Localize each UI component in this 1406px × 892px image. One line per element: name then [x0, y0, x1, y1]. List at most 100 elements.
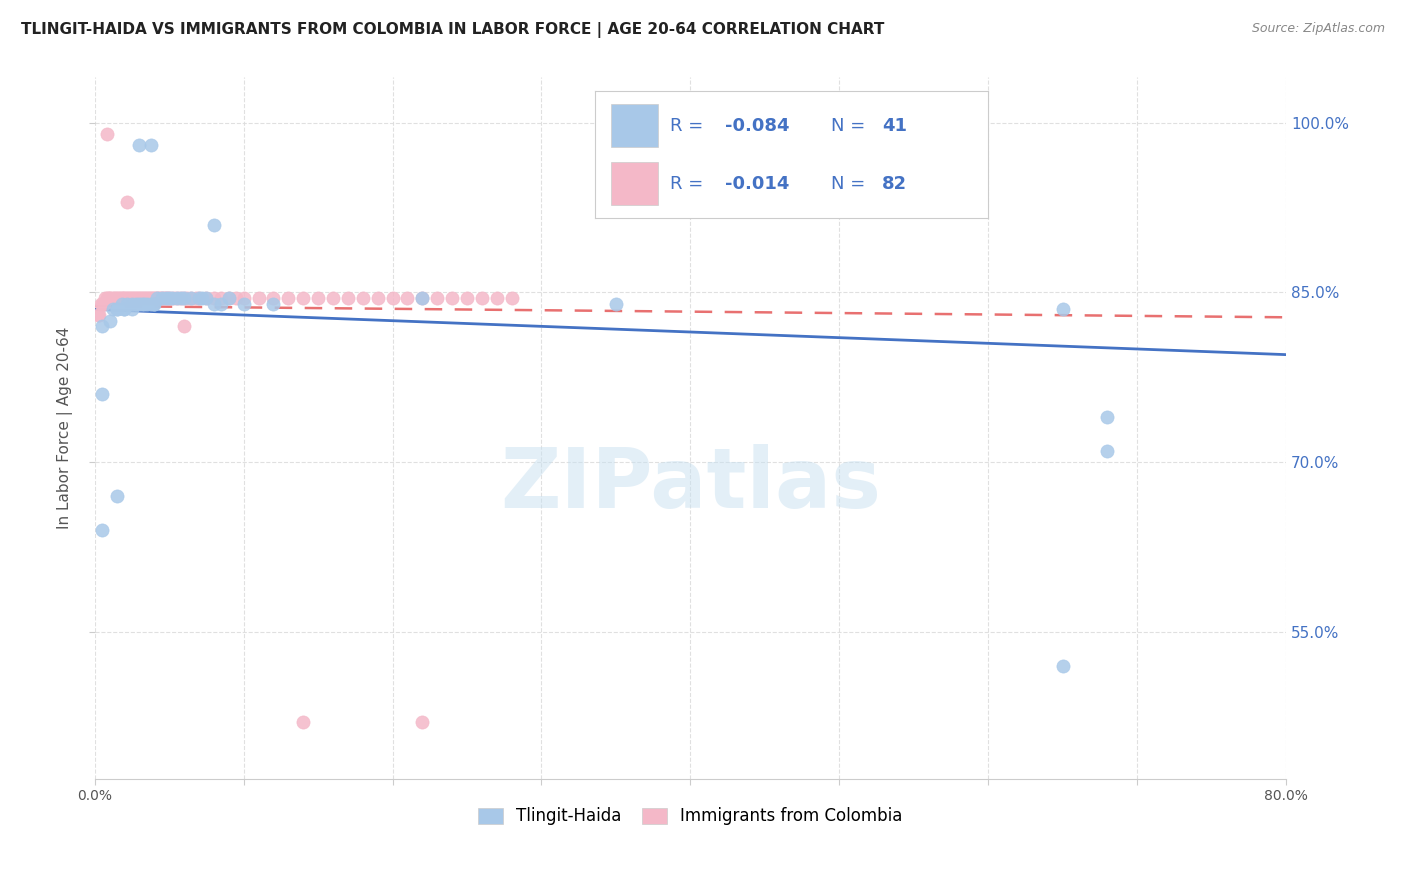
Text: ZIPatlas: ZIPatlas — [501, 444, 880, 524]
Point — [157, 291, 180, 305]
Point — [94, 291, 117, 305]
Point — [132, 296, 155, 310]
Point — [292, 291, 315, 305]
Point — [128, 138, 150, 153]
Point — [202, 218, 225, 232]
Point — [118, 291, 141, 305]
Point — [262, 296, 284, 310]
Point — [173, 291, 195, 305]
Point — [105, 291, 128, 305]
Point — [90, 296, 112, 310]
Point — [322, 291, 344, 305]
Point — [195, 291, 218, 305]
Point — [86, 308, 108, 322]
Point — [91, 523, 114, 537]
Point — [98, 291, 121, 305]
Point — [160, 291, 183, 305]
Point — [209, 291, 232, 305]
Point — [426, 291, 449, 305]
Legend: Tlingit-Haida, Immigrants from Colombia: Tlingit-Haida, Immigrants from Colombia — [470, 799, 911, 834]
Point — [605, 296, 627, 310]
Point — [103, 291, 125, 305]
Point — [124, 291, 146, 305]
Text: TLINGIT-HAIDA VS IMMIGRANTS FROM COLOMBIA IN LABOR FORCE | AGE 20-64 CORRELATION: TLINGIT-HAIDA VS IMMIGRANTS FROM COLOMBI… — [21, 22, 884, 38]
Point — [471, 291, 494, 305]
Point — [411, 291, 433, 305]
Point — [167, 291, 190, 305]
Point — [456, 291, 478, 305]
Point — [143, 296, 166, 310]
Point — [352, 291, 374, 305]
Point — [101, 302, 124, 317]
Point — [247, 291, 270, 305]
Point — [134, 291, 156, 305]
Point — [136, 291, 159, 305]
Point — [91, 387, 114, 401]
Point — [202, 291, 225, 305]
Point — [98, 291, 121, 305]
Point — [128, 291, 150, 305]
Point — [441, 291, 464, 305]
Point — [1097, 409, 1119, 424]
Point — [114, 302, 136, 317]
Point — [117, 296, 139, 310]
Point — [156, 291, 179, 305]
Point — [120, 291, 142, 305]
Point — [1097, 443, 1119, 458]
Point — [396, 291, 419, 305]
Point — [152, 291, 174, 305]
Point — [170, 291, 193, 305]
Point — [157, 291, 180, 305]
Point — [218, 291, 240, 305]
Point — [187, 291, 209, 305]
Point — [142, 291, 165, 305]
Point — [1052, 302, 1074, 317]
Point — [485, 291, 508, 305]
Point — [105, 302, 128, 317]
Point — [115, 291, 138, 305]
Point — [89, 308, 111, 322]
Point — [146, 291, 169, 305]
Point — [93, 296, 115, 310]
Point — [209, 296, 232, 310]
Point — [262, 291, 284, 305]
Point — [114, 291, 136, 305]
Point — [91, 296, 114, 310]
Point — [155, 291, 177, 305]
Point — [202, 296, 225, 310]
Point — [107, 291, 129, 305]
Point — [191, 291, 214, 305]
Point — [155, 291, 177, 305]
Point — [105, 302, 128, 317]
Point — [110, 291, 132, 305]
Point — [121, 291, 143, 305]
Point — [143, 296, 166, 310]
Point — [165, 291, 187, 305]
Point — [173, 291, 195, 305]
Point — [135, 291, 157, 305]
Point — [149, 291, 172, 305]
Text: Source: ZipAtlas.com: Source: ZipAtlas.com — [1251, 22, 1385, 36]
Point — [141, 296, 163, 310]
Point — [98, 314, 121, 328]
Point — [101, 291, 124, 305]
Point — [336, 291, 359, 305]
Y-axis label: In Labor Force | Age 20-64: In Labor Force | Age 20-64 — [58, 327, 73, 529]
Point — [121, 296, 143, 310]
Point — [131, 291, 153, 305]
Point — [141, 291, 163, 305]
Point — [176, 291, 198, 305]
Point — [187, 291, 209, 305]
Point — [170, 291, 193, 305]
Point — [131, 296, 153, 310]
Point — [117, 194, 139, 209]
Point — [104, 291, 127, 305]
Point — [127, 291, 149, 305]
Point — [292, 715, 315, 730]
Point — [128, 296, 150, 310]
Point — [166, 291, 188, 305]
Point — [180, 291, 202, 305]
Point — [125, 296, 148, 310]
Point — [146, 291, 169, 305]
Point — [121, 302, 143, 317]
